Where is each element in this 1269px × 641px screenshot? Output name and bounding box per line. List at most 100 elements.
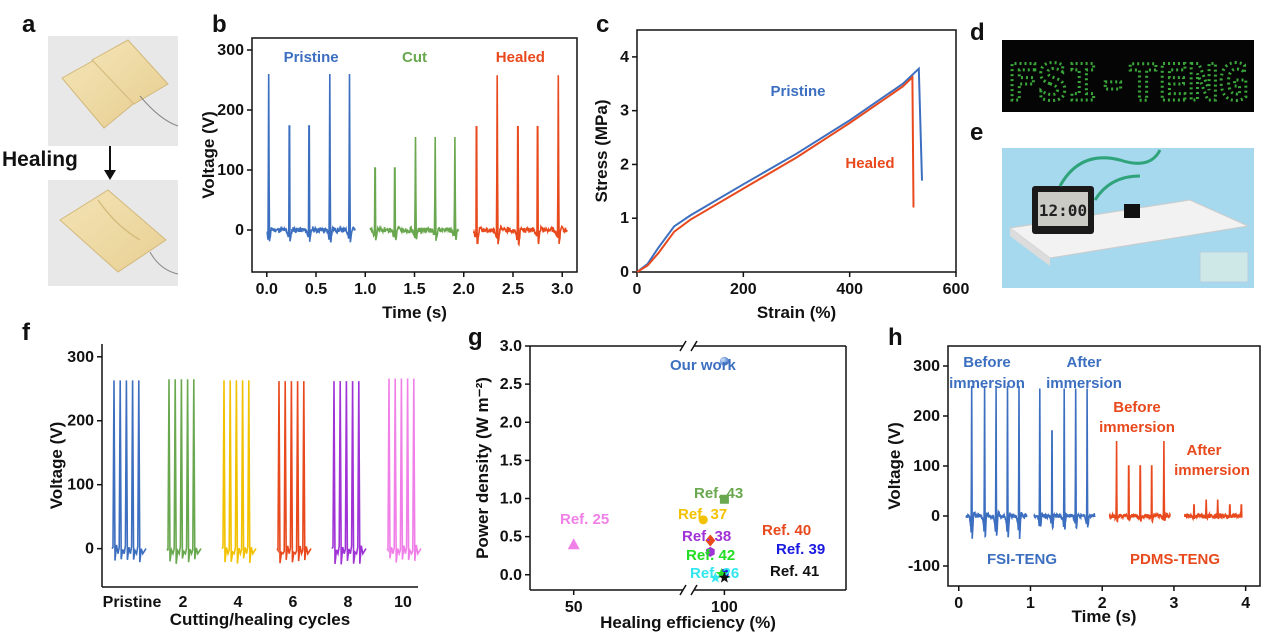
- chart-g-point-ref-41: [718, 571, 731, 583]
- chart-g-point-ref-39-label: Ref. 39: [776, 541, 825, 558]
- chart-g-point-ref-40-label: Ref. 40: [762, 522, 811, 539]
- chart-c-legend-healed: Healed: [845, 155, 894, 172]
- chart-g-point-our-work-label: Our work: [670, 357, 737, 374]
- photo-a-healed-film: [48, 180, 179, 286]
- chart-f-cycles: 0 100 200 300 Cutting/healing cycles Voltage …: [47, 344, 422, 629]
- chart-h-xtick-label: 2: [1098, 595, 1107, 612]
- chart-c-frame: [636, 29, 957, 273]
- chart-g-xlabel: Healing efficiency (%): [600, 613, 776, 632]
- panel-label-g: g: [468, 324, 483, 351]
- chart-g-break-mark: [679, 584, 687, 596]
- chart-g-point-ref-38: [706, 546, 715, 557]
- chart-g-point-ref-26: [709, 571, 722, 583]
- healing-arrow: [104, 146, 116, 180]
- chart-b-ytick-label: 100: [217, 162, 244, 179]
- chart-f-ytick-label: 0: [85, 541, 94, 558]
- chart-b-voltage: 0 100 200 300 0.0 0.5 1.0 1.5 2.0 2.5 3.0 Time (s) V…: [199, 37, 578, 322]
- chart-g-break-mark: [690, 340, 698, 352]
- chart-h-ylabel: Voltage (V): [885, 422, 904, 510]
- chart-f-series-4: [331, 381, 367, 565]
- photo-e-clock-setup: 12:00: [1002, 148, 1254, 288]
- chart-b-legend-cut: Cut: [402, 49, 427, 66]
- chart-h-xtick-label: 1: [1026, 595, 1035, 612]
- panel-label-h: h: [888, 324, 903, 351]
- chart-g-point-ref-25-label: Ref. 25: [560, 511, 609, 528]
- chart-f-ytick-label: 200: [67, 413, 94, 430]
- chart-g-point-our-work: [719, 356, 729, 366]
- chart-f-xtick-label: 2: [179, 594, 188, 611]
- chart-f-series-0: [111, 380, 147, 563]
- panel-label-f: f: [22, 319, 31, 346]
- chart-c-legend-pristine: Pristine: [770, 83, 825, 100]
- chart-f-xtick-label: 8: [344, 594, 353, 611]
- panel-label-a: a: [22, 11, 36, 38]
- chart-h-annotation-fsi-after: After: [1066, 354, 1101, 371]
- chart-g-point-ref-43: [719, 494, 729, 504]
- chart-h-ytick-label: 0: [931, 508, 940, 525]
- chart-b-xlabel: Time (s): [382, 303, 447, 322]
- chart-g-break-mark: [690, 584, 698, 596]
- chart-g-point-ref-43-label: Ref. 43: [694, 485, 743, 502]
- panel-label-c: c: [596, 11, 609, 38]
- chart-h-annotation-pdms-before: Before: [1113, 399, 1161, 416]
- chart-b-xtick-label: 0.0: [256, 281, 278, 298]
- chart-h-series-3: [1183, 499, 1243, 522]
- chart-h-ytick-label: 300: [913, 358, 940, 375]
- chart-f-xtick-label: 6: [289, 594, 298, 611]
- chart-b-series-cut: [369, 136, 460, 241]
- chart-h-xtick-label: 3: [1169, 595, 1178, 612]
- chart-g-point-ref-40: [705, 534, 716, 547]
- chart-h-annotation-pdms-after2: immersion: [1174, 462, 1250, 479]
- chart-c-ytick-label: 2: [620, 156, 629, 173]
- chart-b-ytick-label: 200: [217, 102, 244, 119]
- chart-g-ylabel: Power density (W m⁻²): [473, 377, 492, 559]
- chart-h-xtick-label: 0: [954, 595, 963, 612]
- chart-h-annotation-fsi-label: FSI-TENG: [987, 551, 1057, 568]
- panel-label-b: b: [212, 11, 227, 38]
- chart-c-ytick-label: 0: [620, 264, 629, 281]
- healing-arrow-label: Healing: [2, 148, 78, 171]
- chart-g-point-ref-25: [567, 538, 580, 550]
- chart-b-series-pristine: [266, 73, 356, 243]
- chart-g-point-ref-37: [698, 515, 708, 525]
- chart-c-series-healed: [636, 74, 915, 273]
- clock-readout: 12:00: [1039, 201, 1087, 220]
- chart-c-ytick-label: 3: [620, 103, 629, 120]
- panel-label-d: d: [970, 19, 985, 46]
- chart-g-point-ref-42-label: Ref. 42: [686, 547, 735, 564]
- chart-b-xtick-label: 3.0: [551, 281, 573, 298]
- chart-h-annotation-pdms-after: After: [1186, 442, 1221, 459]
- chart-g-ytick-label: 2.5: [500, 376, 522, 393]
- chart-b-legend-pristine: Pristine: [284, 49, 339, 66]
- chart-f-series-1: [166, 379, 202, 564]
- chart-b-xtick-label: 1.5: [403, 281, 425, 298]
- chart-f-xlabel: Cutting/healing cycles: [170, 610, 350, 629]
- chart-c-ylabel: Stress (MPa): [592, 100, 611, 203]
- chart-h-ytick-label: 200: [913, 408, 940, 425]
- chart-c-xlabel: Strain (%): [757, 303, 836, 322]
- chart-c-ytick-label: 1: [620, 210, 629, 227]
- chart-c-xtick-label: 600: [943, 281, 970, 298]
- chart-c-series-pristine: [636, 66, 923, 273]
- chart-f-ylabel: Voltage (V): [47, 422, 66, 510]
- chart-h-annotation-fsi-before: Before: [963, 354, 1011, 371]
- chart-c-xtick-label: 200: [730, 281, 757, 298]
- chart-b-ytick-label: 0: [235, 222, 244, 239]
- chart-f-ytick-label: 100: [67, 477, 94, 494]
- chart-g-ytick-label: 0.5: [500, 529, 522, 546]
- chart-g-ytick-label: 3.0: [500, 338, 522, 355]
- chart-g-xtick-label: 50: [565, 599, 583, 616]
- chart-g-point-ref-37-label: Ref. 37: [678, 506, 727, 523]
- chart-g-ytick-label: 2.0: [500, 414, 522, 431]
- chart-h-ytick-label: 100: [913, 458, 940, 475]
- chart-g-ytick-label: 1.0: [500, 491, 522, 508]
- chart-g-ytick-label: 0.0: [500, 567, 522, 584]
- chart-g-point-ref-38-label: Ref. 38: [682, 528, 731, 545]
- chart-g-point-ref-42: [715, 568, 728, 579]
- chart-b-series-healed: [472, 75, 568, 247]
- chart-b-xtick-label: 2.5: [502, 281, 524, 298]
- chart-h-ytick-label: -100: [908, 558, 940, 575]
- chart-f-series-3: [276, 381, 312, 564]
